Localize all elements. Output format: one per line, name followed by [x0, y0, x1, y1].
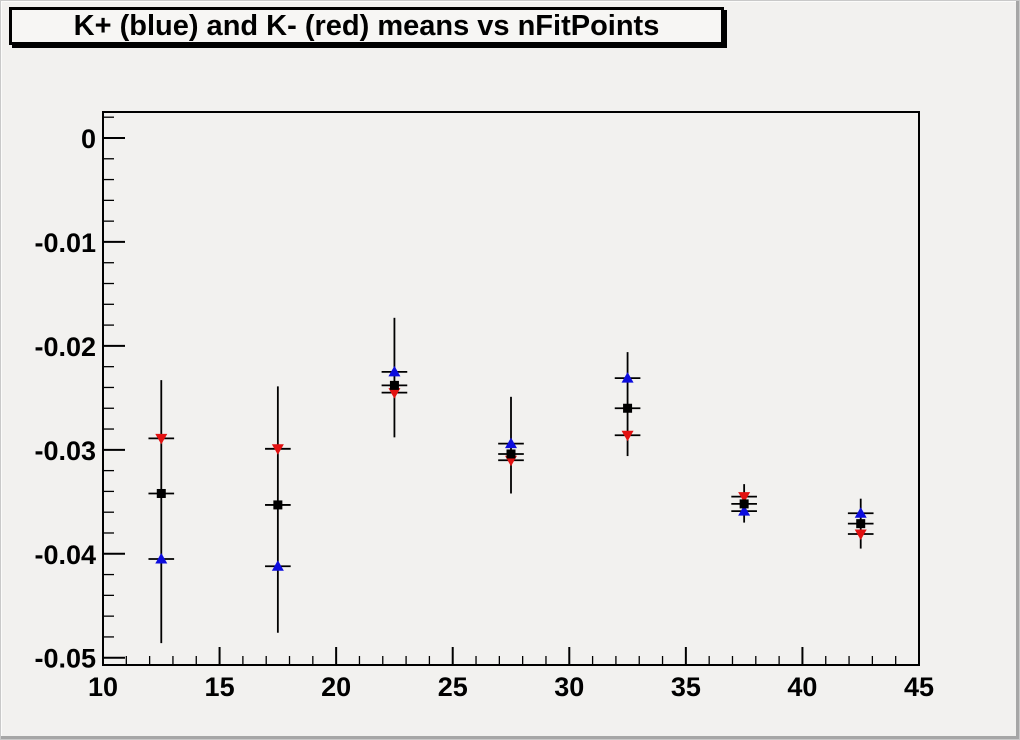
marker-triangle-down-2: [388, 388, 401, 399]
marker-triangle-up-4: [621, 372, 634, 383]
marker-square-1: [273, 500, 283, 510]
marker-square-6: [856, 519, 866, 529]
y-tick-label--0.04: -0.04: [34, 540, 96, 570]
x-tick-label-10: 10: [88, 672, 118, 702]
x-tick-label-25: 25: [438, 672, 468, 702]
marker-triangle-up-0: [155, 552, 168, 564]
marker-triangle-up-2: [388, 365, 401, 377]
marker-triangle-up-5: [738, 505, 751, 516]
marker-square-5: [739, 499, 749, 509]
marker-triangle-down-1: [271, 444, 284, 455]
marker-triangle-down-0: [155, 433, 168, 445]
x-tick-label-15: 15: [205, 672, 235, 702]
marker-square-2: [389, 380, 399, 390]
marker-triangle-down-6: [854, 529, 867, 541]
y-tick-label--0.03: -0.03: [34, 436, 96, 466]
marker-square-0: [156, 488, 166, 498]
marker-square-3: [506, 449, 516, 459]
x-tick-label-30: 30: [554, 672, 584, 702]
marker-triangle-down-5: [738, 492, 751, 503]
y-tick-label--0.05: -0.05: [34, 644, 96, 674]
y-tick-label--0.01: -0.01: [34, 228, 96, 258]
x-tick-label-40: 40: [787, 672, 817, 702]
marker-triangle-up-1: [271, 560, 284, 571]
marker-triangle-down-4: [621, 430, 634, 442]
x-tick-label-20: 20: [321, 672, 351, 702]
x-tick-label-45: 45: [904, 672, 934, 702]
x-tick-label-35: 35: [671, 672, 701, 702]
y-tick-label--0.02: -0.02: [34, 332, 96, 362]
marker-square-4: [623, 403, 633, 413]
plot-title: K+ (blue) and K- (red) means vs nFitPoin…: [73, 9, 660, 42]
marker-triangle-up-6: [854, 507, 867, 518]
plot-frame: [102, 111, 920, 666]
marker-triangle-up-3: [505, 437, 517, 449]
plot-title-box: K+ (blue) and K- (red) means vs nFitPoin…: [9, 7, 724, 45]
y-tick-label-0: 0: [81, 124, 96, 154]
